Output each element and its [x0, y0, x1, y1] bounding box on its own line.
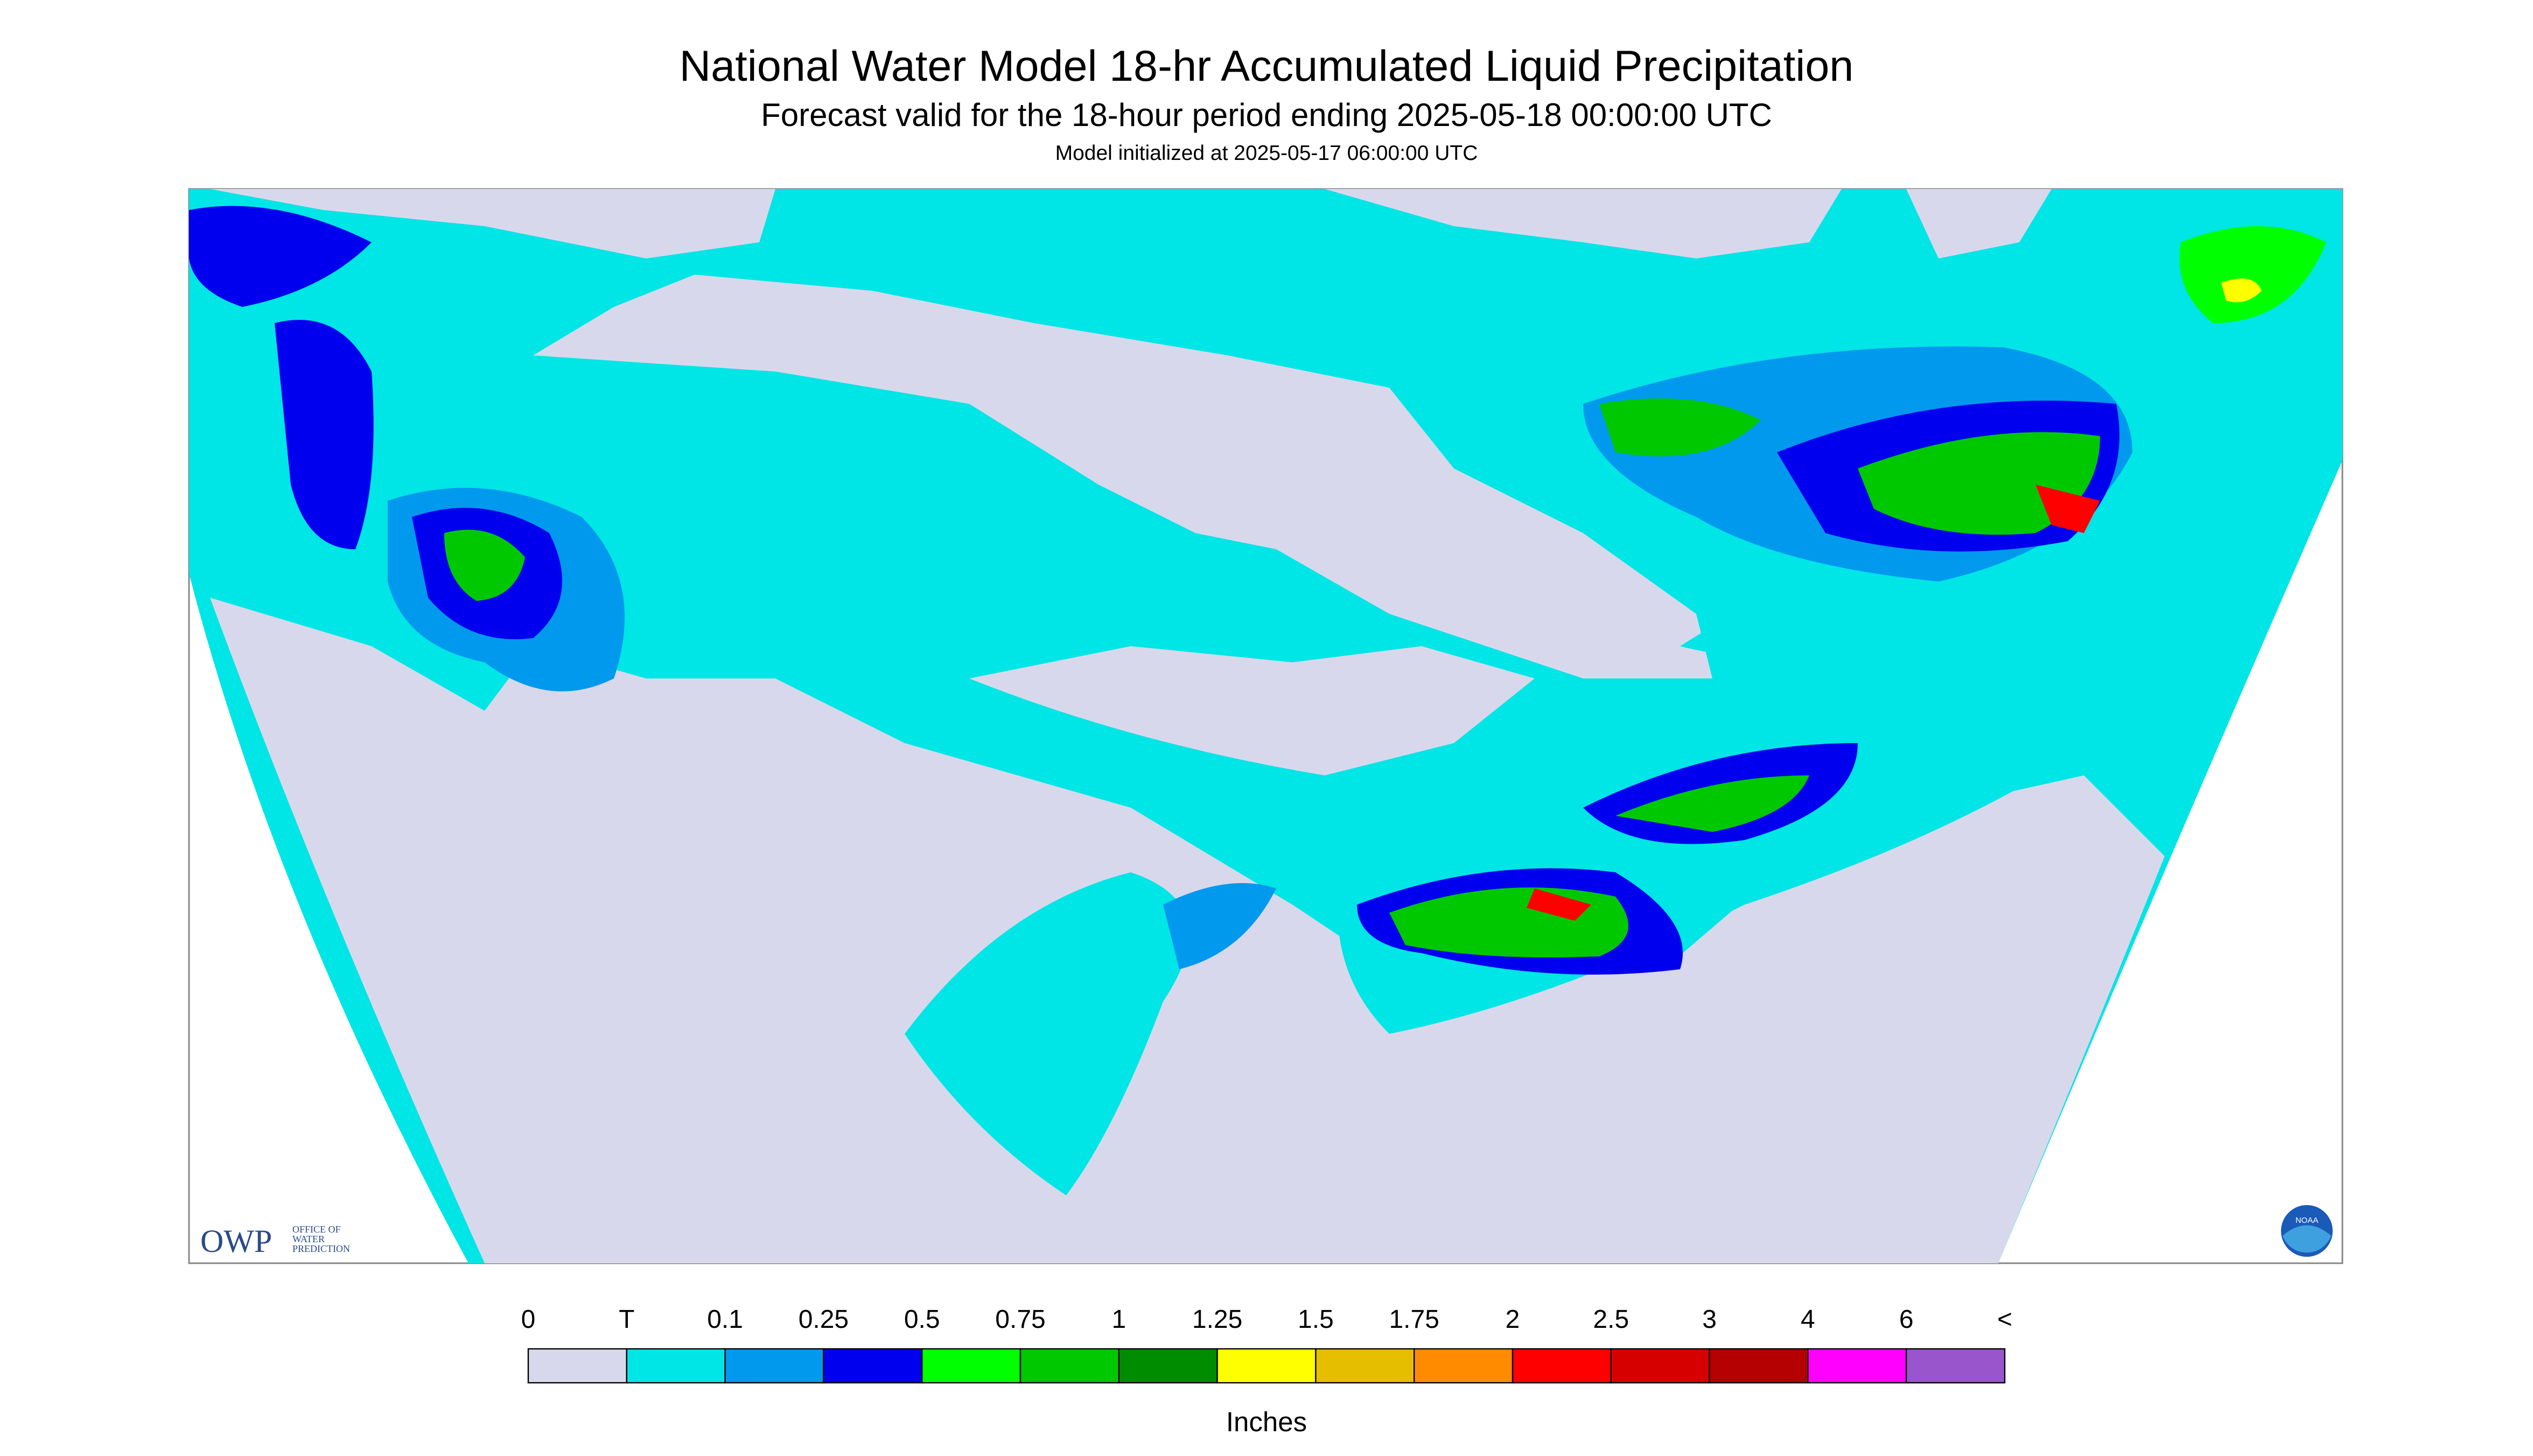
legend-swatch	[1709, 1348, 1809, 1384]
legend-swatch	[626, 1348, 726, 1384]
legend-swatch	[921, 1348, 1021, 1384]
legend-label: 2	[1506, 1305, 1520, 1334]
legend-swatch	[1807, 1348, 1907, 1384]
dry-area	[1906, 189, 2052, 259]
legend-swatch	[527, 1348, 628, 1384]
legend-label: 0	[521, 1305, 536, 1334]
legend-unit: Inches	[1226, 1406, 1307, 1437]
legend-label: 4	[1801, 1305, 1815, 1334]
dry-area	[969, 646, 1535, 776]
heavy-precip	[2179, 226, 2326, 324]
legend-label: T	[619, 1305, 634, 1334]
dry-area	[533, 275, 1712, 679]
heavy-precip	[2035, 485, 2100, 534]
legend-swatch	[823, 1348, 923, 1384]
legend-label: 0.75	[995, 1305, 1045, 1334]
legend-label: 0.25	[799, 1305, 849, 1334]
legend-label: 1.25	[1192, 1305, 1242, 1334]
legend-swatch	[1512, 1348, 1612, 1384]
legend-swatch	[1315, 1348, 1415, 1384]
dry-area	[1325, 189, 1842, 259]
subtitle: Forecast valid for the 18-hour period en…	[761, 97, 1772, 133]
noaa-logo-text: NOAA	[2296, 1216, 2319, 1225]
heavy-precip	[1615, 775, 1809, 832]
map-panel: OWP OFFICE OF WATER PREDICTION NOAA	[188, 188, 2343, 1264]
legend-label: 3	[1702, 1305, 1717, 1334]
legend-label: 1.75	[1389, 1305, 1439, 1334]
heavy-precip	[275, 320, 374, 550]
dry-area	[1777, 905, 2100, 1264]
legend-label: 0.5	[904, 1305, 940, 1334]
legend: 0 T 0.1 0.25 0.5 0.75 1 1.25 1.5 1.75 2 2.5 3 4 6 <	[521, 1305, 2012, 1384]
title: National Water Model 18-hr Accumulated L…	[680, 42, 1854, 90]
legend-label: 1	[1111, 1305, 1126, 1334]
legend-swatch	[1216, 1348, 1317, 1384]
heavy-precip	[2221, 278, 2262, 303]
legend-swatch	[724, 1348, 824, 1384]
legend-swatch	[1118, 1348, 1218, 1384]
legend-label: 2.5	[1593, 1305, 1629, 1334]
light-precip	[905, 872, 1189, 1196]
owp-logo-text: OFFICE OF	[292, 1224, 341, 1235]
heavy-precip	[1527, 888, 1591, 921]
heavy-precip	[1599, 398, 1761, 457]
map-layers	[189, 189, 2342, 1264]
legend-swatch	[1905, 1348, 2006, 1384]
owp-logo-text: PREDICTION	[292, 1243, 350, 1254]
legend-label: 1.5	[1298, 1305, 1334, 1334]
dry-area	[210, 189, 775, 259]
heavy-precip	[444, 529, 525, 601]
owp-logo-text: WATER	[292, 1234, 325, 1244]
legend-label: 6	[1899, 1305, 1914, 1334]
legend-label: <	[1997, 1305, 2012, 1334]
owp-logo: OWP	[200, 1223, 272, 1259]
legend-swatch	[1610, 1348, 1710, 1384]
legend-swatch	[1414, 1348, 1514, 1384]
light-precip	[1680, 474, 2294, 663]
moderate-precip	[1163, 883, 1276, 970]
legend-label: 0.1	[707, 1305, 743, 1334]
heavy-precip	[189, 206, 372, 307]
noaa-logo-wave	[2283, 1225, 2331, 1253]
heavy-precip	[1858, 432, 2100, 535]
legend-swatch	[1019, 1348, 1120, 1384]
init-time: Model initialized at 2025-05-17 06:00:00…	[1055, 142, 1478, 165]
